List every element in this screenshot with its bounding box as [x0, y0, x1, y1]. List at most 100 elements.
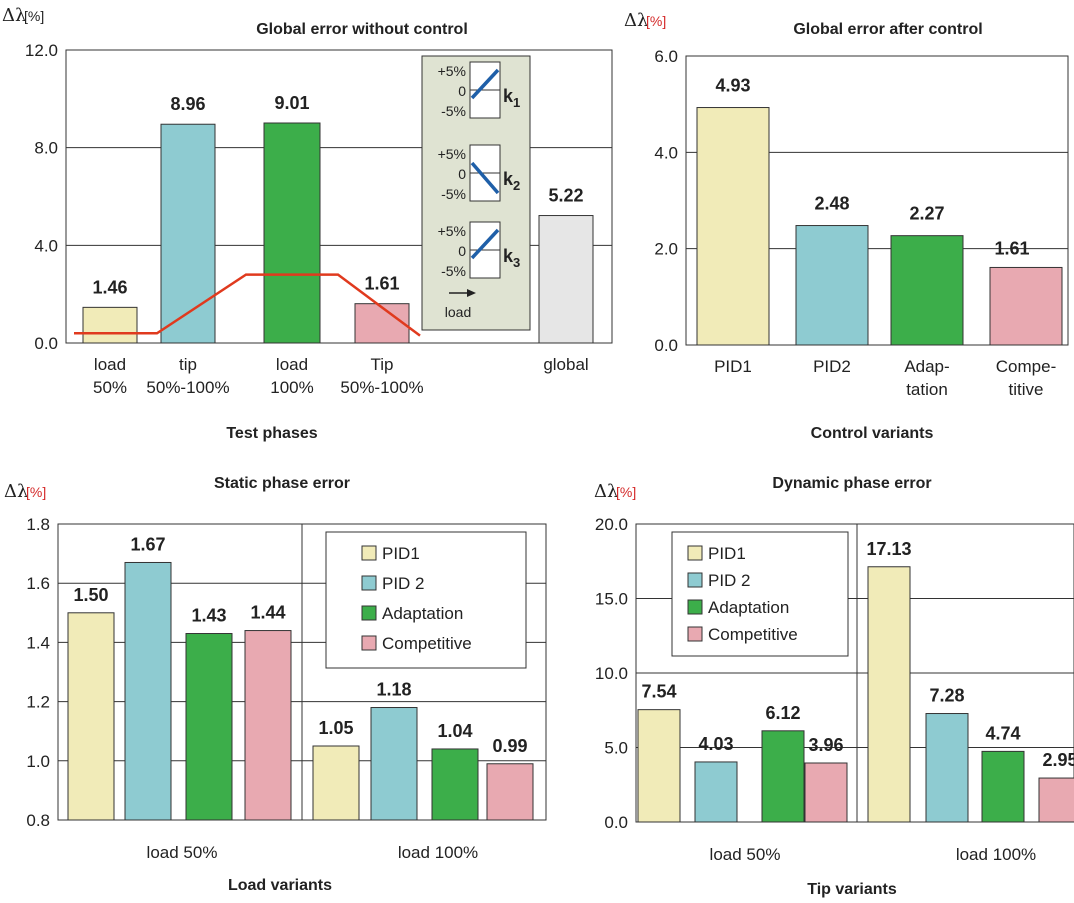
inset-scale-label: +5% — [438, 223, 466, 239]
y-axis-label: Δλ — [4, 481, 28, 502]
group-label: load 100% — [398, 843, 478, 862]
bar-value-label: 1.05 — [318, 718, 353, 738]
bar-value-label: 4.93 — [715, 76, 750, 96]
category-label: 50%-100% — [146, 378, 229, 397]
bar-value-label: 1.43 — [191, 606, 226, 626]
legend-swatch — [687, 572, 703, 588]
inset-k-line — [470, 161, 500, 195]
bar — [82, 306, 138, 344]
legend-label: PID1 — [708, 544, 746, 563]
category-label: 100% — [270, 378, 313, 397]
y-tick-label: 2.0 — [654, 240, 678, 259]
inset-scale-label: -5% — [441, 103, 466, 119]
bar — [1038, 777, 1074, 823]
bar-value-label: 7.54 — [641, 682, 676, 702]
legend-swatch — [361, 605, 377, 621]
category-label: load — [94, 355, 126, 374]
legend-box — [325, 531, 527, 669]
load-profile-line — [74, 273, 421, 337]
y-axis-unit: [%] — [616, 484, 636, 500]
legend-label: PID 2 — [708, 571, 751, 590]
legend-swatch — [361, 635, 377, 651]
legend-label: Competitive — [708, 625, 798, 644]
bar-value-label: 7.28 — [929, 686, 964, 706]
bar — [795, 225, 869, 346]
inset-scale-label: 0 — [458, 83, 466, 99]
y-tick-label: 6.0 — [654, 47, 678, 66]
bar-value-label: 8.96 — [170, 94, 205, 114]
bar-value-label: 9.01 — [274, 93, 309, 113]
y-tick-label: 20.0 — [595, 515, 628, 534]
bar — [804, 762, 848, 823]
y-tick-label: 0.8 — [26, 811, 50, 830]
y-tick-label: 12.0 — [25, 41, 58, 60]
y-tick-label: 15.0 — [595, 590, 628, 609]
y-tick-label: 0.0 — [34, 334, 58, 353]
x-axis-title: Control variants — [811, 425, 934, 442]
y-tick-label: 0.0 — [654, 336, 678, 355]
x-axis-title: Tip variants — [807, 881, 897, 898]
bar — [696, 107, 770, 346]
y-axis-label: Δλ — [594, 481, 618, 502]
y-axis-unit: [%] — [26, 484, 46, 500]
y-axis-label: Δλ — [2, 5, 26, 26]
bar-value-label: 1.67 — [130, 534, 165, 554]
bar — [694, 761, 738, 823]
inset-k-subscript: 3 — [513, 255, 520, 270]
bar — [263, 122, 321, 344]
chart-title: Static phase error — [214, 475, 350, 492]
chart-title: Global error without control — [256, 21, 468, 38]
legend-label: Adaptation — [708, 598, 789, 617]
bar-value-label: 4.03 — [698, 734, 733, 754]
bar — [486, 763, 534, 821]
bar-value-label: 1.04 — [437, 721, 472, 741]
bar-value-label: 17.13 — [866, 539, 911, 559]
bar-value-label: 5.22 — [548, 186, 583, 206]
y-tick-label: 4.0 — [654, 143, 678, 162]
y-tick-label: 5.0 — [604, 739, 628, 758]
plot-frame — [685, 55, 1069, 346]
category-label: global — [543, 355, 588, 374]
inset-scale-label: 0 — [458, 166, 466, 182]
legend-swatch — [687, 626, 703, 642]
chart-title: Global error after control — [793, 21, 982, 38]
y-tick-label: 1.6 — [26, 574, 50, 593]
inset-arrow-head — [467, 289, 476, 297]
bar-value-label: 2.27 — [909, 204, 944, 224]
legend-swatch — [361, 575, 377, 591]
bar — [185, 633, 233, 821]
bar-value-label: 4.74 — [985, 723, 1020, 743]
group-label: load 50% — [710, 845, 781, 864]
bar-value-label: 1.50 — [73, 585, 108, 605]
legend-label: PID1 — [382, 544, 420, 563]
bar — [637, 709, 681, 823]
category-label: PID2 — [813, 357, 851, 376]
chart-title: Dynamic phase error — [772, 475, 931, 492]
legend-label: Adaptation — [382, 604, 463, 623]
inset-axis-label: load — [445, 304, 471, 320]
y-tick-label: 8.0 — [34, 139, 58, 158]
inset-k-line — [470, 68, 500, 100]
bar — [925, 713, 969, 823]
bar — [160, 123, 216, 344]
bar — [312, 745, 360, 821]
category-label: titive — [1009, 380, 1044, 399]
chart-static-phase-error: Δλ[%] Static phase error 0.8 1.0 1.2 1.4 1.6 1.… — [4, 475, 547, 894]
legend-label: Competitive — [382, 634, 472, 653]
category-label: tation — [906, 380, 948, 399]
bar-value-label: 1.46 — [92, 277, 127, 297]
inset-scale-label: +5% — [438, 146, 466, 162]
bar — [867, 566, 911, 823]
group-label: load 100% — [956, 845, 1036, 864]
x-axis-title: Load variants — [228, 877, 332, 894]
category-label: load — [276, 355, 308, 374]
bar-value-label: 1.61 — [364, 274, 399, 294]
bar-value-label: 6.12 — [765, 703, 800, 723]
bar — [538, 215, 594, 344]
plot-frame — [65, 49, 613, 344]
legend-swatch — [687, 545, 703, 561]
y-tick-label: 4.0 — [34, 236, 58, 255]
bar — [67, 612, 115, 821]
y-tick-label: 0.0 — [604, 813, 628, 832]
bar-value-label: 1.44 — [250, 603, 285, 623]
